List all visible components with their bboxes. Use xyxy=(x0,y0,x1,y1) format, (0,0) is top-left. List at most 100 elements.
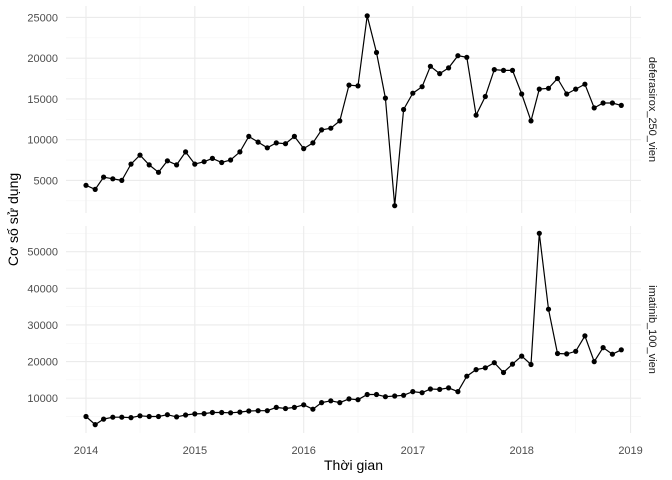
data-point xyxy=(146,162,152,168)
data-point xyxy=(192,411,198,417)
data-point xyxy=(282,141,289,147)
series-line xyxy=(85,15,622,206)
data-point xyxy=(319,400,325,406)
data-point xyxy=(509,361,516,367)
data-point xyxy=(591,105,597,111)
y-tick-label: 10000 xyxy=(27,135,58,147)
data-point xyxy=(564,91,570,97)
data-point xyxy=(609,100,616,106)
data-point xyxy=(528,118,534,124)
data-point xyxy=(536,86,542,92)
data-point xyxy=(192,161,198,167)
data-point xyxy=(219,409,225,416)
data-point xyxy=(319,127,325,133)
data-point xyxy=(346,396,352,402)
y-tick-label: 20000 xyxy=(27,53,58,65)
data-point xyxy=(92,422,98,428)
data-point xyxy=(491,67,497,73)
data-point xyxy=(228,157,234,163)
data-point xyxy=(519,353,525,359)
data-point xyxy=(401,106,407,113)
data-point xyxy=(401,392,407,398)
data-point xyxy=(328,125,334,131)
data-point xyxy=(573,86,579,92)
y-tick-label: 50000 xyxy=(27,247,58,259)
data-point xyxy=(310,406,316,412)
data-point xyxy=(164,412,170,418)
data-point xyxy=(528,361,534,368)
data-point xyxy=(355,83,361,89)
data-point xyxy=(264,145,270,151)
y-tick-label: 5000 xyxy=(34,175,58,187)
data-point xyxy=(174,162,180,168)
series-line xyxy=(85,233,622,426)
data-point xyxy=(446,385,452,391)
data-point xyxy=(174,414,180,420)
x-tick-label: 2019 xyxy=(618,445,642,457)
data-point xyxy=(328,398,334,404)
data-point xyxy=(419,390,425,396)
data-point xyxy=(364,13,370,19)
data-point xyxy=(582,333,588,339)
data-point xyxy=(373,391,380,398)
data-point xyxy=(137,152,143,158)
data-point xyxy=(101,174,107,180)
data-point xyxy=(183,149,189,155)
data-point xyxy=(554,350,561,357)
data-point xyxy=(446,65,452,71)
x-tick-labels: 2014 2015 2016 2017 2018 2019 xyxy=(74,445,643,457)
data-point xyxy=(237,149,243,155)
data-point xyxy=(582,81,588,87)
x-axis-title: Thời gian xyxy=(324,457,383,473)
y-tick-label: 25000 xyxy=(27,12,58,24)
data-point xyxy=(209,155,215,161)
data-point xyxy=(264,408,270,414)
panel-1-major-grid xyxy=(66,226,641,433)
data-point xyxy=(92,186,98,192)
data-point xyxy=(110,414,116,420)
data-point xyxy=(545,85,552,91)
data-point xyxy=(137,413,143,419)
data-point xyxy=(128,161,134,167)
data-point xyxy=(455,53,461,59)
data-point xyxy=(228,410,234,416)
data-point xyxy=(246,133,252,139)
y-axis-title: Cơ số sử dụng xyxy=(5,173,21,266)
data-point xyxy=(564,351,570,357)
y-tick-label: 20000 xyxy=(27,357,58,369)
x-tick-label: 2015 xyxy=(183,445,207,457)
data-point xyxy=(382,394,388,400)
data-point xyxy=(146,413,152,420)
panel-0-minor-grid xyxy=(66,6,641,213)
panel-1-strip-label: imatinib_100_vien xyxy=(646,285,658,374)
x-tick-label: 2016 xyxy=(291,445,315,457)
data-point xyxy=(273,140,279,146)
data-point xyxy=(509,67,516,73)
panel-1-y-tick-labels: 10000 20000 30000 40000 50000 xyxy=(27,247,58,406)
data-point xyxy=(419,84,425,90)
data-point xyxy=(183,412,189,418)
data-point xyxy=(392,393,398,399)
data-point xyxy=(201,159,207,165)
data-point xyxy=(83,413,89,420)
data-point xyxy=(382,95,388,101)
data-point xyxy=(255,139,261,145)
data-point xyxy=(346,82,352,88)
data-point xyxy=(600,100,606,106)
data-point xyxy=(337,118,343,124)
panel-0-strip-label: deferasirox_250_vien xyxy=(646,57,658,162)
data-point xyxy=(155,413,162,420)
data-point xyxy=(301,402,307,408)
panel-deferasirox: 5000 10000 15000 20000 25000 deferasirox_250… xyxy=(27,6,658,213)
data-point xyxy=(500,67,507,73)
data-point xyxy=(273,404,279,410)
y-tick-label: 15000 xyxy=(27,94,58,106)
data-point xyxy=(246,408,252,414)
data-point xyxy=(291,133,297,139)
data-point xyxy=(545,306,552,312)
panel-1-minor-grid xyxy=(66,226,641,433)
data-point xyxy=(164,158,170,164)
data-point xyxy=(473,367,479,373)
panel-1-series xyxy=(83,230,624,428)
